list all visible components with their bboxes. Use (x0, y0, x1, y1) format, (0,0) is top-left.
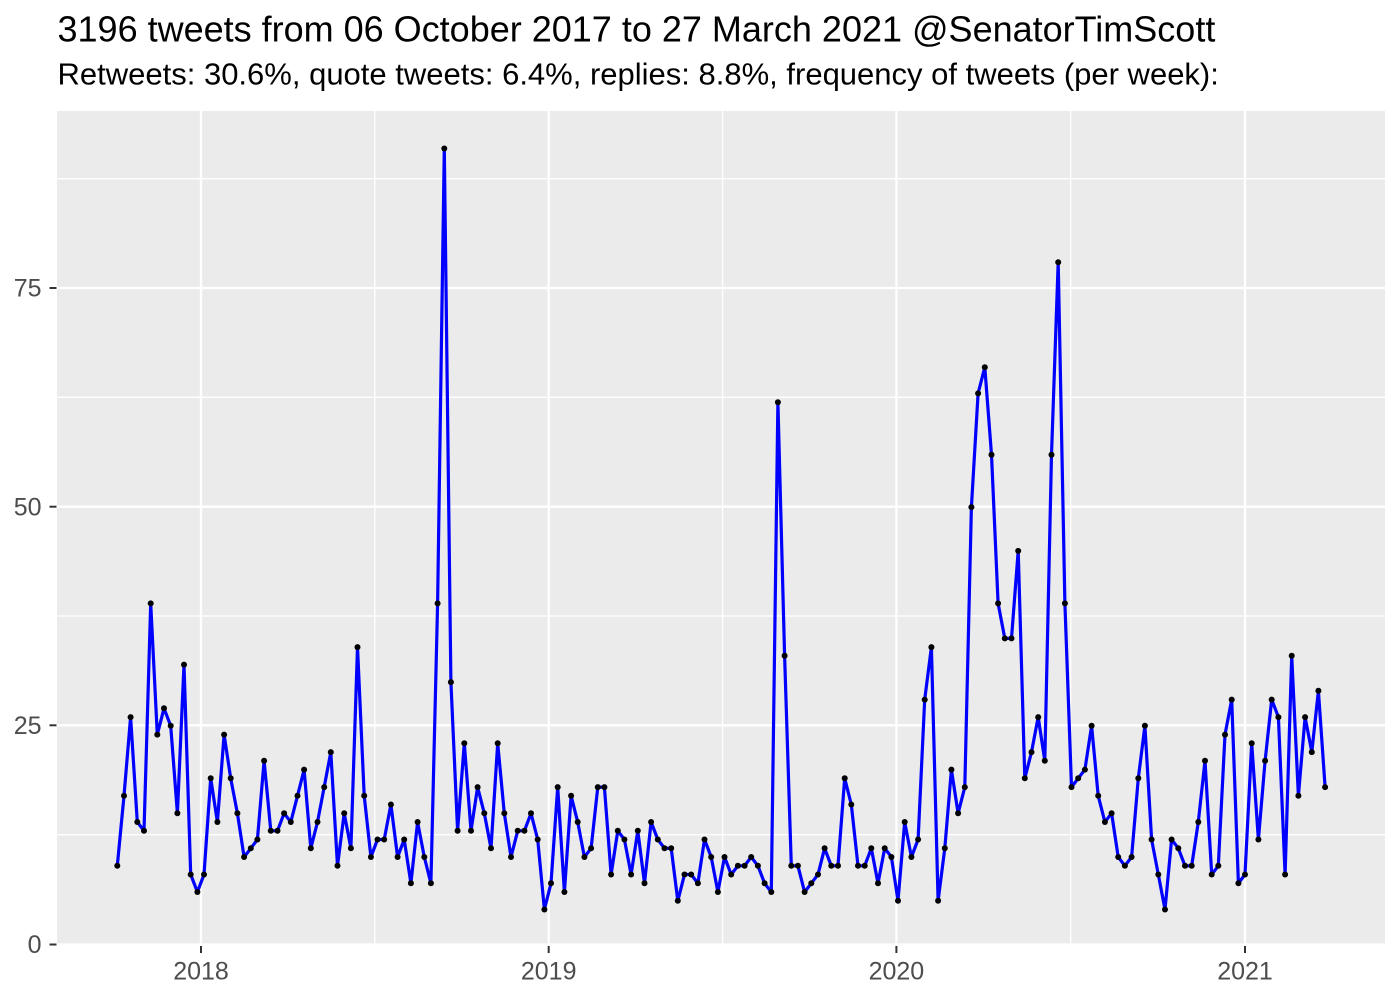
svg-text:2021: 2021 (1217, 958, 1273, 986)
svg-text:2018: 2018 (173, 958, 229, 986)
svg-text:75: 75 (14, 275, 42, 303)
svg-text:2020: 2020 (869, 958, 925, 986)
svg-text:50: 50 (14, 493, 42, 521)
svg-text:25: 25 (14, 712, 42, 740)
svg-text:Retweets: 30.6%, quote tweets:: Retweets: 30.6%, quote tweets: 6.4%, rep… (58, 57, 1219, 92)
svg-text:3196 tweets from 06 October 20: 3196 tweets from 06 October 2017 to 27 M… (58, 9, 1216, 50)
svg-text:0: 0 (28, 931, 42, 959)
svg-text:2019: 2019 (521, 958, 577, 986)
